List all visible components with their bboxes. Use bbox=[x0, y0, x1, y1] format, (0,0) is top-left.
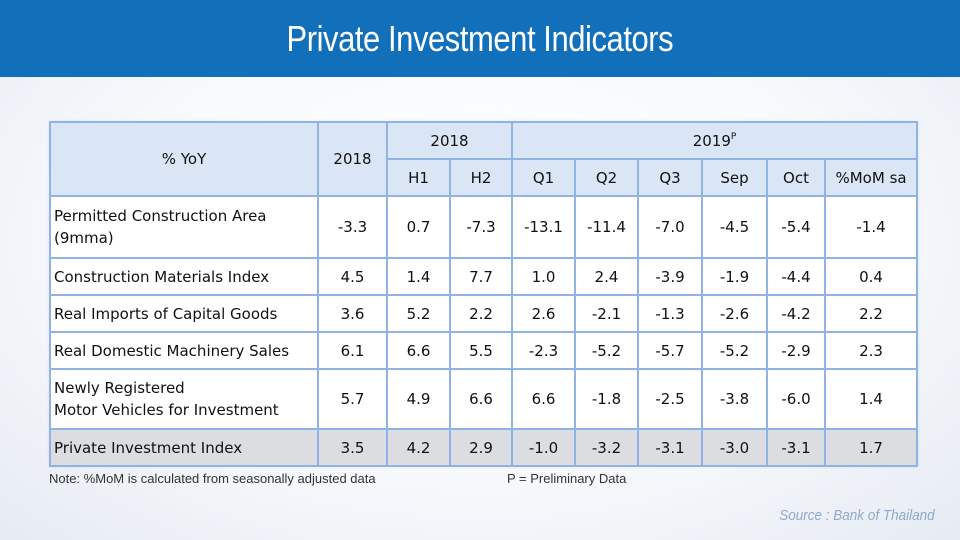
footnote: Note: %MoM is calculated from seasonally… bbox=[49, 471, 376, 486]
cell-value: -5.4 bbox=[766, 195, 826, 259]
row-label: Private Investment Index bbox=[49, 428, 319, 467]
cell-value: 6.1 bbox=[317, 331, 388, 370]
cell-value: -3.1 bbox=[637, 428, 703, 467]
page-title: Private Investment Indicators bbox=[286, 17, 674, 59]
cell-value: -7.0 bbox=[637, 195, 703, 259]
title-bar: Private Investment Indicators bbox=[0, 0, 960, 77]
cell-value: 0.4 bbox=[823, 257, 919, 296]
subheader: Q3 bbox=[637, 158, 703, 197]
subheader: H2 bbox=[449, 158, 513, 197]
table-row: Permitted Construction Area (9mma) -3.3 0.7… bbox=[49, 195, 919, 259]
cell-value: 2.3 bbox=[823, 331, 919, 370]
cell-value: 1.7 bbox=[823, 428, 919, 467]
row-label: Newly Registered Motor Vehicles for Inves… bbox=[49, 368, 319, 430]
table-row: Newly Registered Motor Vehicles for Inves… bbox=[49, 368, 919, 430]
cell-value: 2.2 bbox=[449, 294, 513, 333]
cell-value: -3.1 bbox=[766, 428, 826, 467]
cell-value: -2.1 bbox=[574, 294, 639, 333]
cell-value: -11.4 bbox=[574, 195, 639, 259]
cell-value: -4.5 bbox=[701, 195, 768, 259]
preliminary-marker: P bbox=[730, 131, 737, 142]
cell-value: -5.7 bbox=[637, 331, 703, 370]
subheader: Oct bbox=[766, 158, 826, 197]
source-credit: Source : Bank of Thailand bbox=[779, 507, 935, 524]
cell-value: -5.2 bbox=[574, 331, 639, 370]
row-label-line2: (9mma) bbox=[54, 229, 114, 247]
row-label: Construction Materials Index bbox=[49, 257, 319, 296]
cell-value: 6.6 bbox=[449, 368, 513, 430]
subheader: %MoM sa bbox=[823, 158, 919, 197]
table-row: Private Investment Index 3.5 4.2 2.9 -1.0 -3.… bbox=[49, 428, 919, 467]
cell-value: 2.4 bbox=[574, 257, 639, 296]
table-row: Real Imports of Capital Goods 3.6 5.2 2.2 2.… bbox=[49, 294, 919, 333]
cell-value: 3.6 bbox=[317, 294, 388, 333]
cell-value: -3.9 bbox=[637, 257, 703, 296]
cell-value: 4.5 bbox=[317, 257, 388, 296]
row-label-line1: Permitted Construction Area bbox=[54, 207, 267, 225]
cell-value: 2.6 bbox=[511, 294, 576, 333]
cell-value: 4.2 bbox=[386, 428, 451, 467]
cell-value: -3.2 bbox=[574, 428, 639, 467]
cell-value: -3.8 bbox=[701, 368, 768, 430]
table-row: Construction Materials Index 4.5 1.4 7.7 1.0… bbox=[49, 257, 919, 296]
cell-value: -2.6 bbox=[701, 294, 768, 333]
preliminary-note: P = Preliminary Data bbox=[507, 471, 627, 486]
row-label: Real Domestic Machinery Sales bbox=[49, 331, 319, 370]
cell-value: 5.2 bbox=[386, 294, 451, 333]
subheader: Sep bbox=[701, 158, 768, 197]
cell-value: -1.9 bbox=[701, 257, 768, 296]
cell-value: 5.7 bbox=[317, 368, 388, 430]
corner-header: % YoY bbox=[49, 121, 319, 197]
cell-value: -2.5 bbox=[637, 368, 703, 430]
cell-value: 3.5 bbox=[317, 428, 388, 467]
cell-value: -1.0 bbox=[511, 428, 576, 467]
cell-value: 6.6 bbox=[511, 368, 576, 430]
cell-value: -4.4 bbox=[766, 257, 826, 296]
cell-value: 4.9 bbox=[386, 368, 451, 430]
subheader: H1 bbox=[386, 158, 451, 197]
subheader: Q1 bbox=[511, 158, 576, 197]
cell-value: 1.0 bbox=[511, 257, 576, 296]
row-label-line1: Newly Registered bbox=[54, 379, 185, 397]
cell-value: 2.9 bbox=[449, 428, 513, 467]
cell-value: 1.4 bbox=[386, 257, 451, 296]
cell-value: -2.3 bbox=[511, 331, 576, 370]
cell-value: 0.7 bbox=[386, 195, 451, 259]
cell-value: -1.3 bbox=[637, 294, 703, 333]
cell-value: -4.2 bbox=[766, 294, 826, 333]
header-group-2019: 2019P bbox=[510, 121, 919, 160]
cell-value: -5.2 bbox=[701, 331, 768, 370]
row-label: Real Imports of Capital Goods bbox=[49, 294, 319, 333]
row-label: Permitted Construction Area (9mma) bbox=[49, 195, 319, 259]
header-group-2019-label: 2019 bbox=[692, 131, 731, 150]
row-label-line1: Private Investment Index bbox=[54, 438, 243, 457]
row-label-line2: Motor Vehicles for Investment bbox=[54, 401, 279, 419]
cell-value: 1.4 bbox=[823, 368, 919, 430]
table-row: Real Domestic Machinery Sales 6.1 6.6 5.5 -2… bbox=[49, 331, 919, 370]
cell-value: -7.3 bbox=[449, 195, 513, 259]
cell-value: -1.8 bbox=[574, 368, 639, 430]
subheader: Q2 bbox=[574, 158, 639, 197]
header-group-2018: 2018 bbox=[386, 121, 513, 160]
cell-value: 5.5 bbox=[449, 331, 513, 370]
cell-value: -13.1 bbox=[511, 195, 576, 259]
header-2018-annual: 2018 bbox=[317, 121, 388, 197]
indicators-table: % YoY 2018 2018 2019P H1 H2 Q1 Q2 Q3 Sep Oct %M… bbox=[49, 121, 919, 467]
cell-value: -1.4 bbox=[823, 195, 919, 259]
row-label-line1: Real Imports of Capital Goods bbox=[54, 304, 278, 323]
cell-value: -2.9 bbox=[766, 331, 826, 370]
cell-value: -3.3 bbox=[317, 195, 388, 259]
cell-value: 7.7 bbox=[449, 257, 513, 296]
cell-value: 2.2 bbox=[823, 294, 919, 333]
cell-value: -6.0 bbox=[766, 368, 826, 430]
row-label-line1: Real Domestic Machinery Sales bbox=[54, 341, 290, 360]
row-label-line1: Construction Materials Index bbox=[54, 267, 270, 286]
cell-value: -3.0 bbox=[701, 428, 768, 467]
cell-value: 6.6 bbox=[386, 331, 451, 370]
